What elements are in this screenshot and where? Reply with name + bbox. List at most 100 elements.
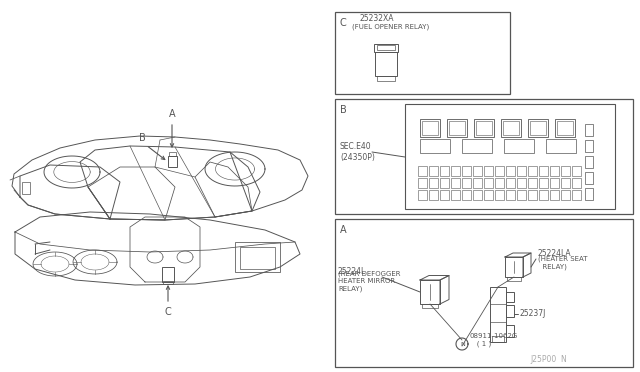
Bar <box>429 178 438 188</box>
Bar <box>422 121 438 135</box>
Bar <box>495 190 504 200</box>
Text: C: C <box>340 18 347 28</box>
Bar <box>422 304 438 308</box>
Text: (REAR DEFOGGER
HEATER MIRROR
RELAY): (REAR DEFOGGER HEATER MIRROR RELAY) <box>338 270 401 292</box>
Bar <box>506 325 514 337</box>
Bar <box>528 178 537 188</box>
Bar <box>420 139 450 153</box>
Bar <box>473 178 482 188</box>
Text: J25P00  N: J25P00 N <box>530 355 567 364</box>
Bar <box>585 140 593 152</box>
Bar <box>462 139 492 153</box>
Bar <box>550 178 559 188</box>
Bar <box>162 267 174 282</box>
Bar <box>492 336 504 342</box>
Bar <box>501 119 521 137</box>
Bar <box>335 219 633 367</box>
Bar <box>22 182 30 194</box>
Bar <box>585 156 593 168</box>
Bar <box>377 76 395 81</box>
Bar <box>546 139 576 153</box>
Text: (HEATER SEAT
  RELAY): (HEATER SEAT RELAY) <box>538 256 588 270</box>
Text: A: A <box>340 225 347 235</box>
Text: 25224L: 25224L <box>338 267 366 276</box>
Bar <box>585 172 593 184</box>
Bar <box>440 178 449 188</box>
Bar <box>495 178 504 188</box>
Bar <box>440 166 449 176</box>
Bar <box>572 178 581 188</box>
Text: (FUEL OPENER RELAY): (FUEL OPENER RELAY) <box>352 24 429 30</box>
Bar <box>473 190 482 200</box>
Text: A: A <box>169 109 175 119</box>
Bar <box>495 166 504 176</box>
Bar <box>539 178 548 188</box>
Bar <box>506 178 515 188</box>
Text: B: B <box>139 133 145 143</box>
Bar <box>517 166 526 176</box>
Bar <box>506 305 514 317</box>
Bar <box>473 166 482 176</box>
Bar <box>377 45 395 50</box>
Bar <box>462 178 471 188</box>
Bar <box>507 277 521 281</box>
Bar <box>572 190 581 200</box>
Bar <box>484 166 493 176</box>
Bar <box>550 190 559 200</box>
Bar <box>490 287 506 342</box>
Bar <box>504 139 534 153</box>
Text: N: N <box>460 341 465 346</box>
Bar <box>168 156 177 167</box>
Bar <box>462 190 471 200</box>
Bar <box>539 190 548 200</box>
Bar <box>375 52 397 76</box>
Bar <box>506 166 515 176</box>
Bar <box>449 121 465 135</box>
Bar <box>530 121 546 135</box>
Text: SEC.E40
(24350P): SEC.E40 (24350P) <box>340 142 375 162</box>
Bar <box>550 166 559 176</box>
Bar <box>561 190 570 200</box>
Bar <box>440 190 449 200</box>
Bar <box>561 178 570 188</box>
Bar <box>474 119 494 137</box>
Bar <box>451 178 460 188</box>
Bar <box>539 166 548 176</box>
Bar <box>484 178 493 188</box>
Bar <box>528 190 537 200</box>
Bar <box>517 178 526 188</box>
Bar <box>420 280 440 304</box>
Text: C: C <box>164 307 172 317</box>
Bar <box>447 119 467 137</box>
Bar <box>420 119 440 137</box>
Bar <box>528 119 548 137</box>
Bar <box>505 257 523 277</box>
Bar <box>335 99 633 214</box>
Bar <box>429 190 438 200</box>
Bar <box>335 12 510 94</box>
Bar <box>572 166 581 176</box>
Bar <box>506 292 514 302</box>
Bar <box>506 190 515 200</box>
Bar <box>585 124 593 136</box>
Text: B: B <box>340 105 347 115</box>
Bar <box>235 242 280 272</box>
Bar <box>240 247 275 269</box>
Text: 25232XA: 25232XA <box>360 13 394 22</box>
Bar <box>163 281 173 284</box>
Bar <box>503 121 519 135</box>
Bar <box>451 190 460 200</box>
Bar <box>476 121 492 135</box>
Bar <box>462 166 471 176</box>
Text: 08911-1062G
   ( 1 ): 08911-1062G ( 1 ) <box>470 333 518 347</box>
Bar <box>561 166 570 176</box>
Bar <box>418 166 427 176</box>
Bar <box>429 166 438 176</box>
Bar <box>374 44 398 52</box>
Bar <box>528 166 537 176</box>
Bar <box>517 190 526 200</box>
Bar <box>418 178 427 188</box>
Bar <box>484 190 493 200</box>
Bar <box>451 166 460 176</box>
Bar <box>169 152 176 156</box>
